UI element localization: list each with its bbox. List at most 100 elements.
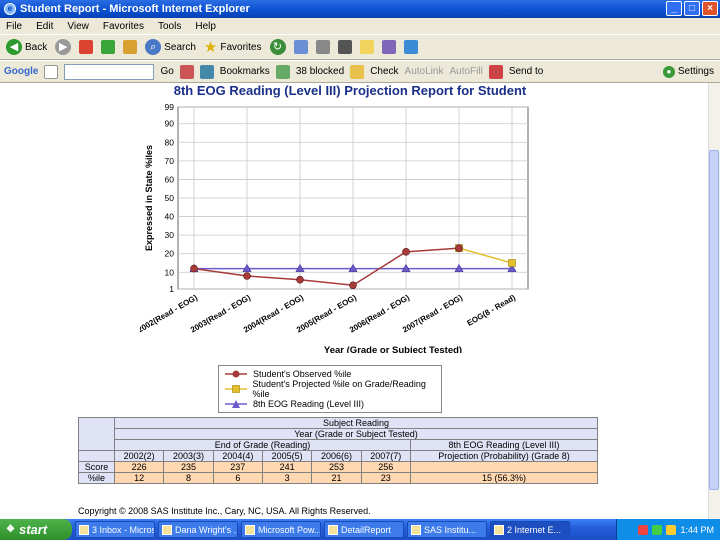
year-cell: 2003(3) — [163, 450, 214, 462]
start-button[interactable]: ❖ start — [0, 519, 72, 540]
data-point-observed — [349, 281, 357, 290]
legend-projected-marker — [225, 384, 247, 393]
projection-empty-cell — [409, 461, 599, 473]
clock: 1:44 PM — [680, 524, 714, 535]
year-cell: 2007(7) — [360, 450, 411, 462]
window-title-bar[interactable]: e Student Report - Microsoft Internet Ex… — [0, 0, 720, 18]
y-tick-label: 99 — [165, 102, 175, 112]
folder-icon[interactable] — [359, 40, 374, 54]
menu-edit[interactable]: Edit — [36, 20, 54, 32]
print-icon[interactable] — [315, 40, 330, 54]
google-g-icon[interactable] — [44, 64, 59, 79]
taskbar-item[interactable]: Microsoft Pow... — [241, 521, 321, 538]
data-point-observed — [296, 275, 304, 284]
favorites-button[interactable]: ★ Favorites — [203, 39, 262, 56]
data-point-level3 — [242, 263, 252, 272]
menu-favorites[interactable]: Favorites — [102, 20, 144, 32]
data-point-observed — [190, 264, 198, 273]
check-button[interactable]: Check — [370, 66, 399, 77]
y-tick-label: 1 — [169, 284, 174, 294]
google-search-input[interactable] — [64, 63, 155, 80]
app-icon — [245, 524, 255, 535]
star-icon: ★ — [203, 39, 218, 56]
home-icon[interactable] — [123, 40, 138, 54]
tray-icon[interactable] — [666, 524, 677, 535]
tray-icon[interactable] — [638, 524, 649, 535]
back-arrow-icon: ◀ — [6, 39, 22, 55]
year-cell: 2006(6) — [311, 450, 362, 462]
forward-arrow-icon[interactable]: ▶ — [55, 39, 72, 55]
check-icon — [350, 64, 365, 79]
scrollbar-thumb[interactable] — [709, 150, 719, 490]
taskbar-item[interactable]: 3 Inbox - Micros... — [75, 521, 155, 538]
system-tray: 1:44 PM — [616, 519, 720, 540]
google-toolbar: Google Go Bookmarks 38 blocked Check Aut… — [0, 61, 720, 83]
taskbar-item[interactable]: DetailReport — [324, 521, 404, 538]
app-icon — [79, 524, 89, 535]
pct-cell: 6 — [212, 472, 263, 484]
chart-legend: Student's Observed %ile Student's Projec… — [218, 365, 442, 413]
score-cell: 256 — [360, 461, 411, 473]
y-tick-label: 70 — [165, 156, 175, 166]
y-tick-label: 30 — [165, 230, 175, 240]
history-icon[interactable]: ↻ — [269, 39, 286, 55]
x-tick-label: 2007(Read - EOG) — [401, 293, 464, 335]
popup-blocked-count[interactable]: 38 blocked — [295, 66, 345, 77]
pct-cell: 23 — [360, 472, 411, 484]
legend-item-level3: 8th EOG Reading (Level III) — [219, 396, 441, 411]
legend-level3-marker — [225, 399, 247, 408]
y-tick-label: 60 — [165, 174, 175, 184]
taskbar-item-active[interactable]: 2 Internet E... — [490, 521, 570, 538]
pct-cell: 3 — [261, 472, 313, 484]
app-icon — [162, 524, 172, 535]
taskbar-item[interactable]: SAS Institu... — [407, 521, 487, 538]
projection-value-cell: 15 (56.3%) — [409, 472, 599, 484]
menu-tools[interactable]: Tools — [157, 20, 182, 32]
pct-cell: 21 — [311, 472, 362, 484]
y-tick-label: 80 — [165, 137, 175, 147]
year-cell: 2004(4) — [212, 450, 263, 462]
bookmarks-button[interactable]: Bookmarks — [219, 66, 270, 77]
google-tool-icon[interactable] — [179, 64, 194, 79]
search-button[interactable]: ⌕ Search — [145, 39, 196, 55]
page-content: 8th EOG Reading (Level III) Projection R… — [0, 83, 708, 519]
menu-view[interactable]: View — [67, 20, 89, 32]
app-icon — [328, 524, 338, 535]
google-go-button[interactable]: Go — [160, 66, 174, 77]
settings-button[interactable]: ● Settings — [662, 65, 720, 78]
send-to-icon — [488, 64, 503, 79]
y-axis-label: Expressed in State %iles — [144, 145, 154, 251]
maximize-button[interactable]: □ — [684, 1, 700, 16]
send-to-button[interactable]: Send to — [508, 66, 544, 77]
autofill-button[interactable]: AutoFill — [449, 66, 483, 77]
legend-observed-marker — [225, 370, 247, 377]
mail-icon[interactable] — [293, 40, 308, 54]
edit-icon[interactable] — [337, 40, 352, 54]
series-line — [458, 247, 513, 264]
score-cell: 235 — [163, 461, 214, 473]
data-point-level3 — [507, 263, 517, 272]
minimize-button[interactable]: _ — [666, 1, 682, 16]
close-button[interactable]: × — [702, 1, 718, 16]
menu-help[interactable]: Help — [195, 20, 216, 32]
settings-icon: ● — [662, 65, 675, 78]
taskbar-item[interactable]: Dana Wright's ... — [158, 521, 238, 538]
tray-icon[interactable] — [652, 524, 663, 535]
bookmarks-icon — [199, 64, 214, 79]
research-icon[interactable] — [381, 40, 396, 54]
stop-icon[interactable] — [79, 40, 94, 54]
y-tick-label: 40 — [165, 212, 175, 222]
eog-header: End of Grade (Reading) — [114, 439, 411, 451]
refresh-icon[interactable] — [101, 40, 116, 54]
data-point-projected — [508, 259, 516, 267]
y-tick-label: 90 — [165, 119, 175, 129]
menu-file[interactable]: File — [6, 20, 23, 32]
messenger-icon[interactable] — [403, 40, 418, 54]
x-axis-label: Year (Grade or Subject Tested) — [324, 345, 462, 353]
autolink-button[interactable]: AutoLink — [404, 66, 444, 77]
app-icon — [494, 524, 504, 535]
empty-cell — [78, 450, 115, 462]
google-logo[interactable]: Google — [4, 66, 39, 77]
back-button[interactable]: ◀ Back — [6, 39, 47, 55]
year-cell: 2002(2) — [113, 450, 165, 462]
